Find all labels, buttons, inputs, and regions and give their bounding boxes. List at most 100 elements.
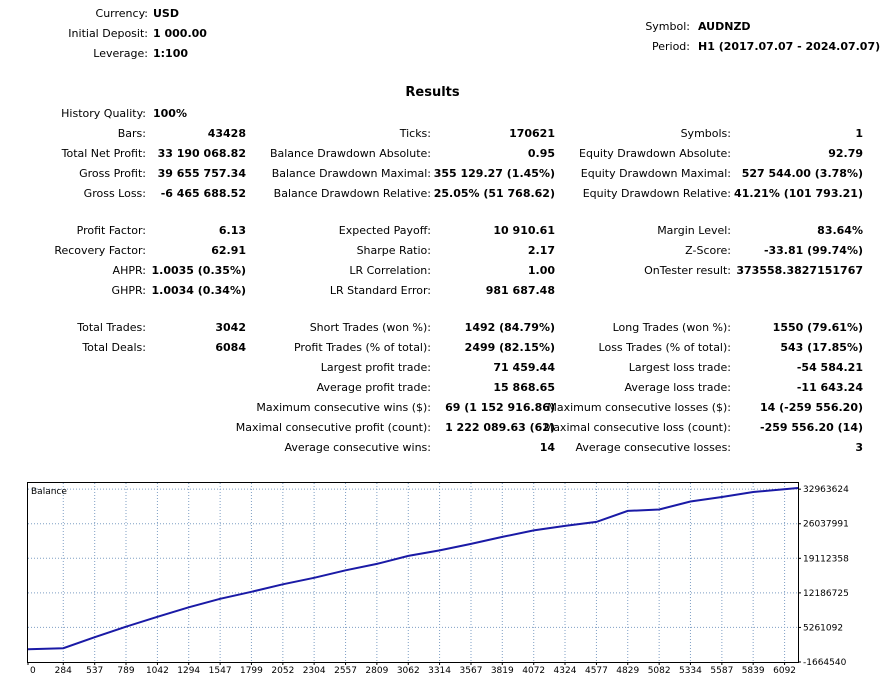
col2-value: 69 (1 152 916.86) bbox=[445, 401, 555, 414]
col2-label: Balance Drawdown Relative: bbox=[273, 187, 431, 200]
col3-label: Average consecutive losses: bbox=[575, 441, 731, 454]
col1-value: 100% bbox=[153, 107, 187, 120]
col3-value: 41.21% (101 793.21) bbox=[734, 187, 863, 200]
col3-label: Z-Score: bbox=[685, 244, 731, 257]
col2-label: Maximal consecutive profit (count): bbox=[235, 421, 431, 434]
header-symbol-value: AUDNZD bbox=[698, 20, 751, 33]
header-period-value: H1 (2017.07.07 - 2024.07.07) bbox=[698, 40, 881, 53]
x-tick-label: 4577 bbox=[585, 666, 608, 676]
col2-value: 10 910.61 bbox=[493, 224, 555, 237]
col3-value: 14 (-259 556.20) bbox=[760, 401, 863, 414]
header-currency-label: Currency: bbox=[95, 7, 148, 20]
col3-value: 543 (17.85%) bbox=[780, 341, 863, 354]
x-tick-label: 1042 bbox=[146, 666, 169, 676]
col3-label: Margin Level: bbox=[657, 224, 731, 237]
col1-value: 33 190 068.82 bbox=[157, 147, 246, 160]
results-title: Results bbox=[405, 85, 460, 100]
col2-value: 981 687.48 bbox=[485, 284, 555, 297]
col3-label: Largest loss trade: bbox=[628, 361, 731, 374]
chart-title: Balance bbox=[31, 487, 67, 497]
header-deposit-value: 1 000.00 bbox=[153, 27, 207, 40]
header-symbol-label: Symbol: bbox=[645, 20, 690, 33]
col1-label: History Quality: bbox=[61, 107, 146, 120]
col2-value: 1 222 089.63 (62) bbox=[445, 421, 555, 434]
col3-label: Equity Drawdown Maximal: bbox=[580, 167, 731, 180]
y-tick-label: 19112358 bbox=[803, 554, 849, 564]
col2-value: 14 bbox=[539, 441, 555, 454]
col2-label: Ticks: bbox=[399, 127, 431, 140]
col2-label: Expected Payoff: bbox=[338, 224, 431, 237]
col3-value: -33.81 (99.74%) bbox=[763, 244, 863, 257]
x-tick-label: 4324 bbox=[554, 666, 577, 676]
col2-label: Balance Drawdown Absolute: bbox=[269, 147, 431, 160]
col2-label: Short Trades (won %): bbox=[309, 321, 431, 334]
x-tick-label: 1547 bbox=[209, 666, 232, 676]
balance-chart: Balance 0 284 537 789 1042 1294 1547 1799 2052 23… bbox=[27, 482, 849, 676]
col1-label: Recovery Factor: bbox=[54, 244, 146, 257]
header-leverage-value: 1:100 bbox=[153, 47, 189, 60]
x-tick-label: 6092 bbox=[773, 666, 796, 676]
col1-value: 1.0035 (0.35%) bbox=[151, 264, 247, 277]
header-period-label: Period: bbox=[651, 40, 690, 53]
col1-label: Bars: bbox=[117, 127, 146, 140]
col3-value: 527 544.00 (3.78%) bbox=[741, 167, 863, 180]
col1-label: GHPR: bbox=[111, 284, 146, 297]
x-tick-label: 1799 bbox=[240, 666, 263, 676]
x-tick-label: 789 bbox=[117, 666, 134, 676]
col1-value: 39 655 757.34 bbox=[157, 167, 246, 180]
col1-label: Total Net Profit: bbox=[61, 147, 146, 160]
col3-label: Maximal consecutive loss (count): bbox=[543, 421, 731, 434]
y-tick-label: 32963624 bbox=[803, 485, 849, 495]
col3-label: Equity Drawdown Absolute: bbox=[579, 147, 731, 160]
col2-label: Average profit trade: bbox=[316, 381, 431, 394]
y-tick-label: -1664540 bbox=[803, 658, 847, 668]
x-tick-label: 5334 bbox=[679, 666, 702, 676]
col3-label: Maximum consecutive losses ($): bbox=[547, 401, 731, 414]
col1-value: 3042 bbox=[215, 321, 246, 334]
col1-value: 62.91 bbox=[211, 244, 246, 257]
col2-label: Average consecutive wins: bbox=[284, 441, 431, 454]
y-tick-label: 12186725 bbox=[803, 589, 849, 599]
col1-label: AHPR: bbox=[112, 264, 146, 277]
col2-value: 1492 (84.79%) bbox=[464, 321, 555, 334]
col1-label: Profit Factor: bbox=[76, 224, 146, 237]
x-tick-label: 3819 bbox=[491, 666, 514, 676]
x-tick-label: 5082 bbox=[648, 666, 671, 676]
col2-label: Balance Drawdown Maximal: bbox=[271, 167, 431, 180]
x-tick-label: 3314 bbox=[428, 666, 451, 676]
header-currency-value: USD bbox=[153, 7, 179, 20]
col3-value: 1 bbox=[855, 127, 863, 140]
x-tick-label: 0 bbox=[30, 666, 36, 676]
col1-value: 6.13 bbox=[218, 224, 246, 237]
x-tick-label: 2809 bbox=[365, 666, 388, 676]
col2-value: 355 129.27 (1.45%) bbox=[433, 167, 555, 180]
col1-label: Gross Loss: bbox=[83, 187, 146, 200]
header-leverage-label: Leverage: bbox=[93, 47, 148, 60]
x-tick-label: 537 bbox=[86, 666, 103, 676]
col2-value: 170621 bbox=[509, 127, 555, 140]
col2-label: Sharpe Ratio: bbox=[356, 244, 431, 257]
col3-value: -11 643.24 bbox=[796, 381, 863, 394]
col2-value: 0.95 bbox=[527, 147, 555, 160]
x-tick-label: 3567 bbox=[460, 666, 483, 676]
col2-value: 25.05% (51 768.62) bbox=[433, 187, 555, 200]
col2-label: Profit Trades (% of total): bbox=[293, 341, 431, 354]
y-tick-label: 5261092 bbox=[803, 623, 843, 633]
col1-value: 1.0034 (0.34%) bbox=[151, 284, 247, 297]
col2-value: 1.00 bbox=[527, 264, 555, 277]
x-tick-label: 2557 bbox=[334, 666, 357, 676]
col1-value: -6 465 688.52 bbox=[160, 187, 246, 200]
col3-value: 1550 (79.61%) bbox=[772, 321, 863, 334]
x-tick-label: 3062 bbox=[397, 666, 420, 676]
y-tick-label: 26037991 bbox=[803, 520, 849, 530]
x-tick-label: 4072 bbox=[522, 666, 545, 676]
col3-label: Loss Trades (% of total): bbox=[598, 341, 731, 354]
col1-value: 6084 bbox=[215, 341, 246, 354]
col1-label: Total Deals: bbox=[82, 341, 146, 354]
col1-label: Gross Profit: bbox=[79, 167, 146, 180]
col3-value: 92.79 bbox=[828, 147, 863, 160]
col3-label: Average loss trade: bbox=[624, 381, 731, 394]
col1-value: 43428 bbox=[207, 127, 246, 140]
col3-value: 83.64% bbox=[817, 224, 863, 237]
x-tick-label: 5839 bbox=[742, 666, 765, 676]
